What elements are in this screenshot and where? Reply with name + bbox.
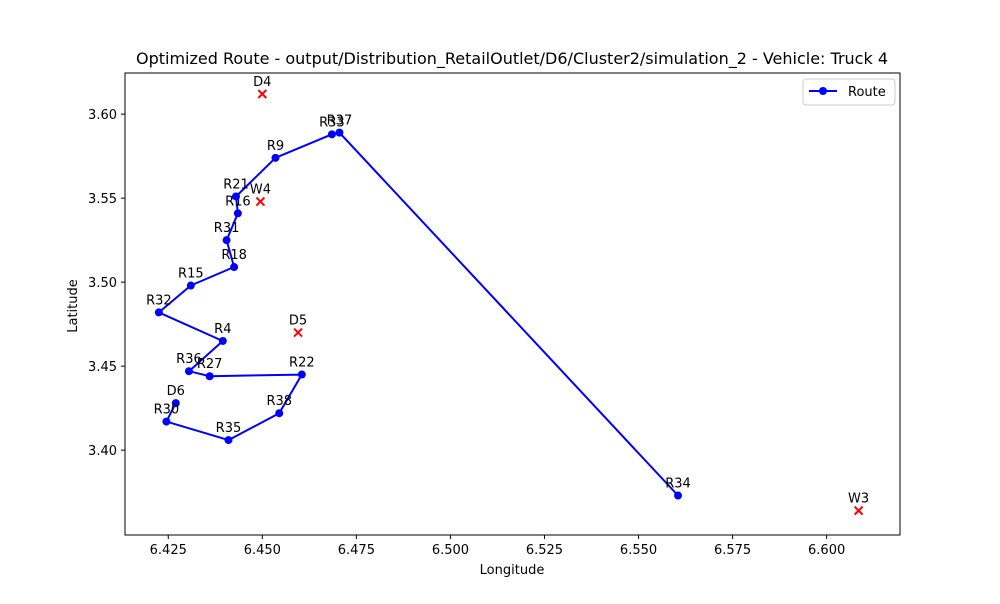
route-point: [186, 281, 195, 290]
depot-marker: [853, 505, 864, 516]
y-tick-label: 3.55: [88, 192, 117, 207]
route-point-label: R37: [327, 114, 353, 129]
y-axis-label: Latitude: [66, 279, 81, 333]
route-point: [231, 192, 240, 201]
depot-label: D4: [253, 75, 271, 90]
x-tick-label: 6.450: [244, 543, 281, 558]
route-point: [222, 236, 231, 245]
route-point-label: R21: [223, 177, 249, 192]
route-point: [335, 128, 344, 137]
depot-label: D5: [289, 314, 307, 329]
route-point-label: D6: [167, 384, 185, 399]
x-axis-label: Longitude: [480, 563, 545, 578]
route-point-label: R22: [289, 356, 315, 371]
legend-label-route: Route: [848, 85, 886, 100]
x-tick-label: 6.600: [808, 543, 845, 558]
y-tick-label: 3.40: [88, 444, 117, 459]
depot-label: W4: [250, 183, 271, 198]
x-tick-label: 6.475: [338, 543, 375, 558]
route-point-label: R38: [266, 394, 292, 409]
route-point-label: R35: [216, 421, 242, 436]
depot-label: W3: [848, 492, 869, 507]
x-tick-label: 6.425: [150, 543, 187, 558]
legend: Route: [802, 78, 896, 106]
chart-title: Optimized Route - output/Distribution_Re…: [136, 49, 888, 69]
depot-marker: [257, 89, 268, 99]
route-point: [674, 491, 683, 500]
route-point-label: R16: [225, 194, 251, 209]
route-point-label: R31: [214, 221, 240, 236]
route-point: [154, 308, 163, 317]
y-tick-label: 3.60: [88, 108, 117, 123]
y-tick-label: 3.45: [88, 360, 117, 375]
route-point: [218, 336, 227, 345]
route-point-label: R32: [146, 293, 172, 308]
route-line: [157, 131, 679, 497]
legend-marker-route: [819, 87, 827, 95]
route-point: [230, 263, 239, 272]
route-point: [171, 399, 180, 408]
axes-frame: [124, 72, 901, 536]
route-point-label: R4: [214, 322, 231, 337]
route-point-label: R18: [221, 248, 247, 263]
route-point: [205, 372, 214, 381]
x-tick-label: 6.550: [620, 543, 657, 558]
route-point-label: R27: [197, 357, 223, 372]
route-point: [233, 209, 242, 218]
route-point: [184, 367, 193, 376]
route-point-label: R36: [176, 352, 202, 367]
route-point-label: R30: [154, 403, 180, 418]
route-point: [162, 417, 171, 426]
route-point-label: R34: [665, 477, 691, 492]
depot-marker: [255, 196, 266, 207]
route-point: [271, 153, 280, 162]
plot-area: 6.425 6.450 6.475 6.500 6.525 6.550 6.575 6.600…: [88, 72, 901, 558]
route-point: [275, 409, 284, 418]
x-tick-label: 6.575: [714, 543, 751, 558]
route-point: [224, 436, 233, 445]
route-point-label: R15: [178, 267, 204, 282]
legend-frame: [802, 78, 896, 106]
route-point-label: R9: [267, 139, 284, 154]
x-tick-label: 6.525: [526, 543, 563, 558]
y-tick-label: 3.50: [88, 276, 117, 291]
x-tick-label: 6.500: [432, 543, 469, 558]
route-point: [297, 370, 306, 379]
route-point-label: R33: [319, 115, 345, 130]
depot-marker: [293, 327, 303, 338]
route-point: [327, 130, 336, 139]
